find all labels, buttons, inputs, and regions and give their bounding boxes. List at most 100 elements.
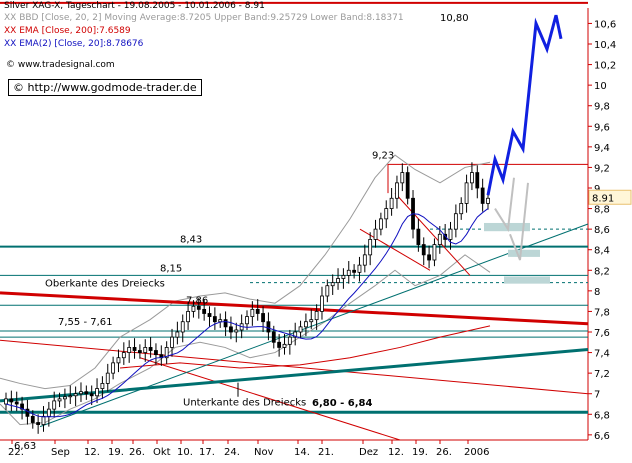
candle-body: [154, 350, 158, 356]
legend-ema200: XX EMA [Close, 200]:7.6589: [4, 26, 131, 36]
candle-body: [352, 269, 357, 273]
tradesignal-text: www.tradesignal.com: [17, 60, 115, 70]
candle-body: [389, 197, 394, 209]
candle-body: [95, 388, 99, 397]
candle-body: [336, 278, 340, 284]
candle-body: [443, 233, 448, 240]
candle-body: [384, 208, 389, 220]
candle-body: [432, 244, 437, 261]
candle-body: [325, 285, 330, 297]
candle-body: [486, 197, 490, 204]
candle-body: [116, 357, 121, 364]
x-tick-label: Dez: [359, 447, 378, 458]
y-tick-label: 9,8: [594, 102, 610, 113]
x-tick-label: 12.: [388, 447, 404, 458]
x-tick-label: 24.: [224, 447, 240, 458]
candle-body: [368, 239, 373, 256]
y-tick-label: 10,6: [594, 19, 616, 30]
candle-body: [137, 350, 142, 353]
candle-body: [346, 269, 351, 276]
annotation-10-80: 10,80: [440, 13, 469, 24]
bollinger-upper: [0, 154, 491, 390]
y-tick-label: 9,4: [594, 143, 610, 154]
x-tick-label: 14.: [294, 447, 310, 458]
y-tick-label: 8,8: [594, 205, 610, 216]
candle-body: [202, 308, 207, 314]
candle-body: [362, 254, 367, 266]
y-tick-label: 8,4: [594, 246, 610, 257]
candle-body: [245, 316, 249, 325]
candle-body: [298, 326, 303, 333]
candle-body: [357, 264, 362, 273]
candle-body: [105, 372, 110, 384]
last-price-label: 8.91: [592, 193, 614, 204]
candle-body: [234, 329, 239, 333]
candle-body: [14, 401, 19, 405]
y-tick-label: 6,6: [594, 431, 610, 442]
candle-body: [378, 218, 383, 230]
y-tick-label: 10: [594, 81, 607, 92]
candle-body: [416, 228, 421, 245]
y-tick-label: 10,2: [594, 61, 616, 72]
last-price-tag: [588, 189, 632, 205]
candle-body: [180, 321, 185, 333]
candle-body: [320, 295, 324, 312]
ema20-line: [5, 208, 489, 418]
y-tick-label: 6,8: [594, 410, 610, 421]
x-tick-label: 10.: [177, 447, 193, 458]
target-box-lower: [504, 276, 550, 284]
candle-body: [277, 341, 282, 348]
x-tick-label: 21.: [318, 447, 334, 458]
candle-body: [330, 282, 335, 287]
y-tick-label: 10,4: [594, 40, 616, 51]
candle-body: [191, 305, 196, 312]
small-triangle-upper: [359, 228, 431, 271]
candle-body: [196, 305, 201, 310]
candle-body: [459, 203, 464, 215]
bollinger-lower: [0, 254, 491, 426]
candle-body: [121, 352, 126, 359]
candle-body: [143, 347, 148, 353]
url-box[interactable]: © http://www.godmode-trader.de: [8, 79, 202, 96]
y-tick-label: 9,6: [594, 122, 610, 133]
candle-body: [271, 331, 276, 343]
candle-body: [341, 275, 346, 279]
candle-body: [111, 362, 116, 374]
x-tick-label: 12.: [84, 447, 100, 458]
candle-body: [186, 311, 190, 323]
x-tick-label: Okt: [153, 447, 171, 458]
y-tick-label: 8,2: [594, 266, 610, 277]
annotation-7-55-7-61: 7,55 - 7,61: [58, 317, 113, 328]
candle-body: [36, 422, 41, 425]
candle-body: [207, 313, 212, 317]
candle-body: [30, 415, 35, 423]
y-tick-label: 9: [594, 184, 600, 195]
candle-body: [255, 308, 260, 314]
candle-body: [400, 172, 405, 184]
x-tick-label: 26.: [436, 447, 452, 458]
candle-body: [437, 233, 442, 245]
annotation-9-23: 9,23: [372, 150, 394, 161]
annotation-8-43: 8,43: [180, 235, 202, 246]
y-tick-label: 8,6: [594, 225, 610, 236]
candle-body: [132, 347, 137, 351]
candle-body: [261, 313, 265, 323]
candle-body: [79, 391, 83, 395]
x-tick-label: 22.: [8, 447, 24, 458]
target-box-middle: [508, 249, 540, 257]
candle-body: [453, 213, 458, 230]
candle-body: [68, 395, 73, 398]
x-tick-label: 17.: [199, 447, 215, 458]
annotation-oberkante: Oberkante des Dreiecks: [45, 278, 165, 289]
candle-body: [164, 347, 169, 359]
candle-body: [293, 331, 298, 338]
x-tick-label: Sep: [51, 447, 70, 458]
candle-body: [148, 347, 153, 351]
candle-body: [475, 172, 480, 189]
candle-body: [395, 182, 399, 199]
x-tick-label: 19.: [108, 447, 124, 458]
candle-body: [52, 400, 57, 410]
y-tick-label: 7,4: [594, 349, 610, 360]
candle-body: [448, 228, 453, 240]
